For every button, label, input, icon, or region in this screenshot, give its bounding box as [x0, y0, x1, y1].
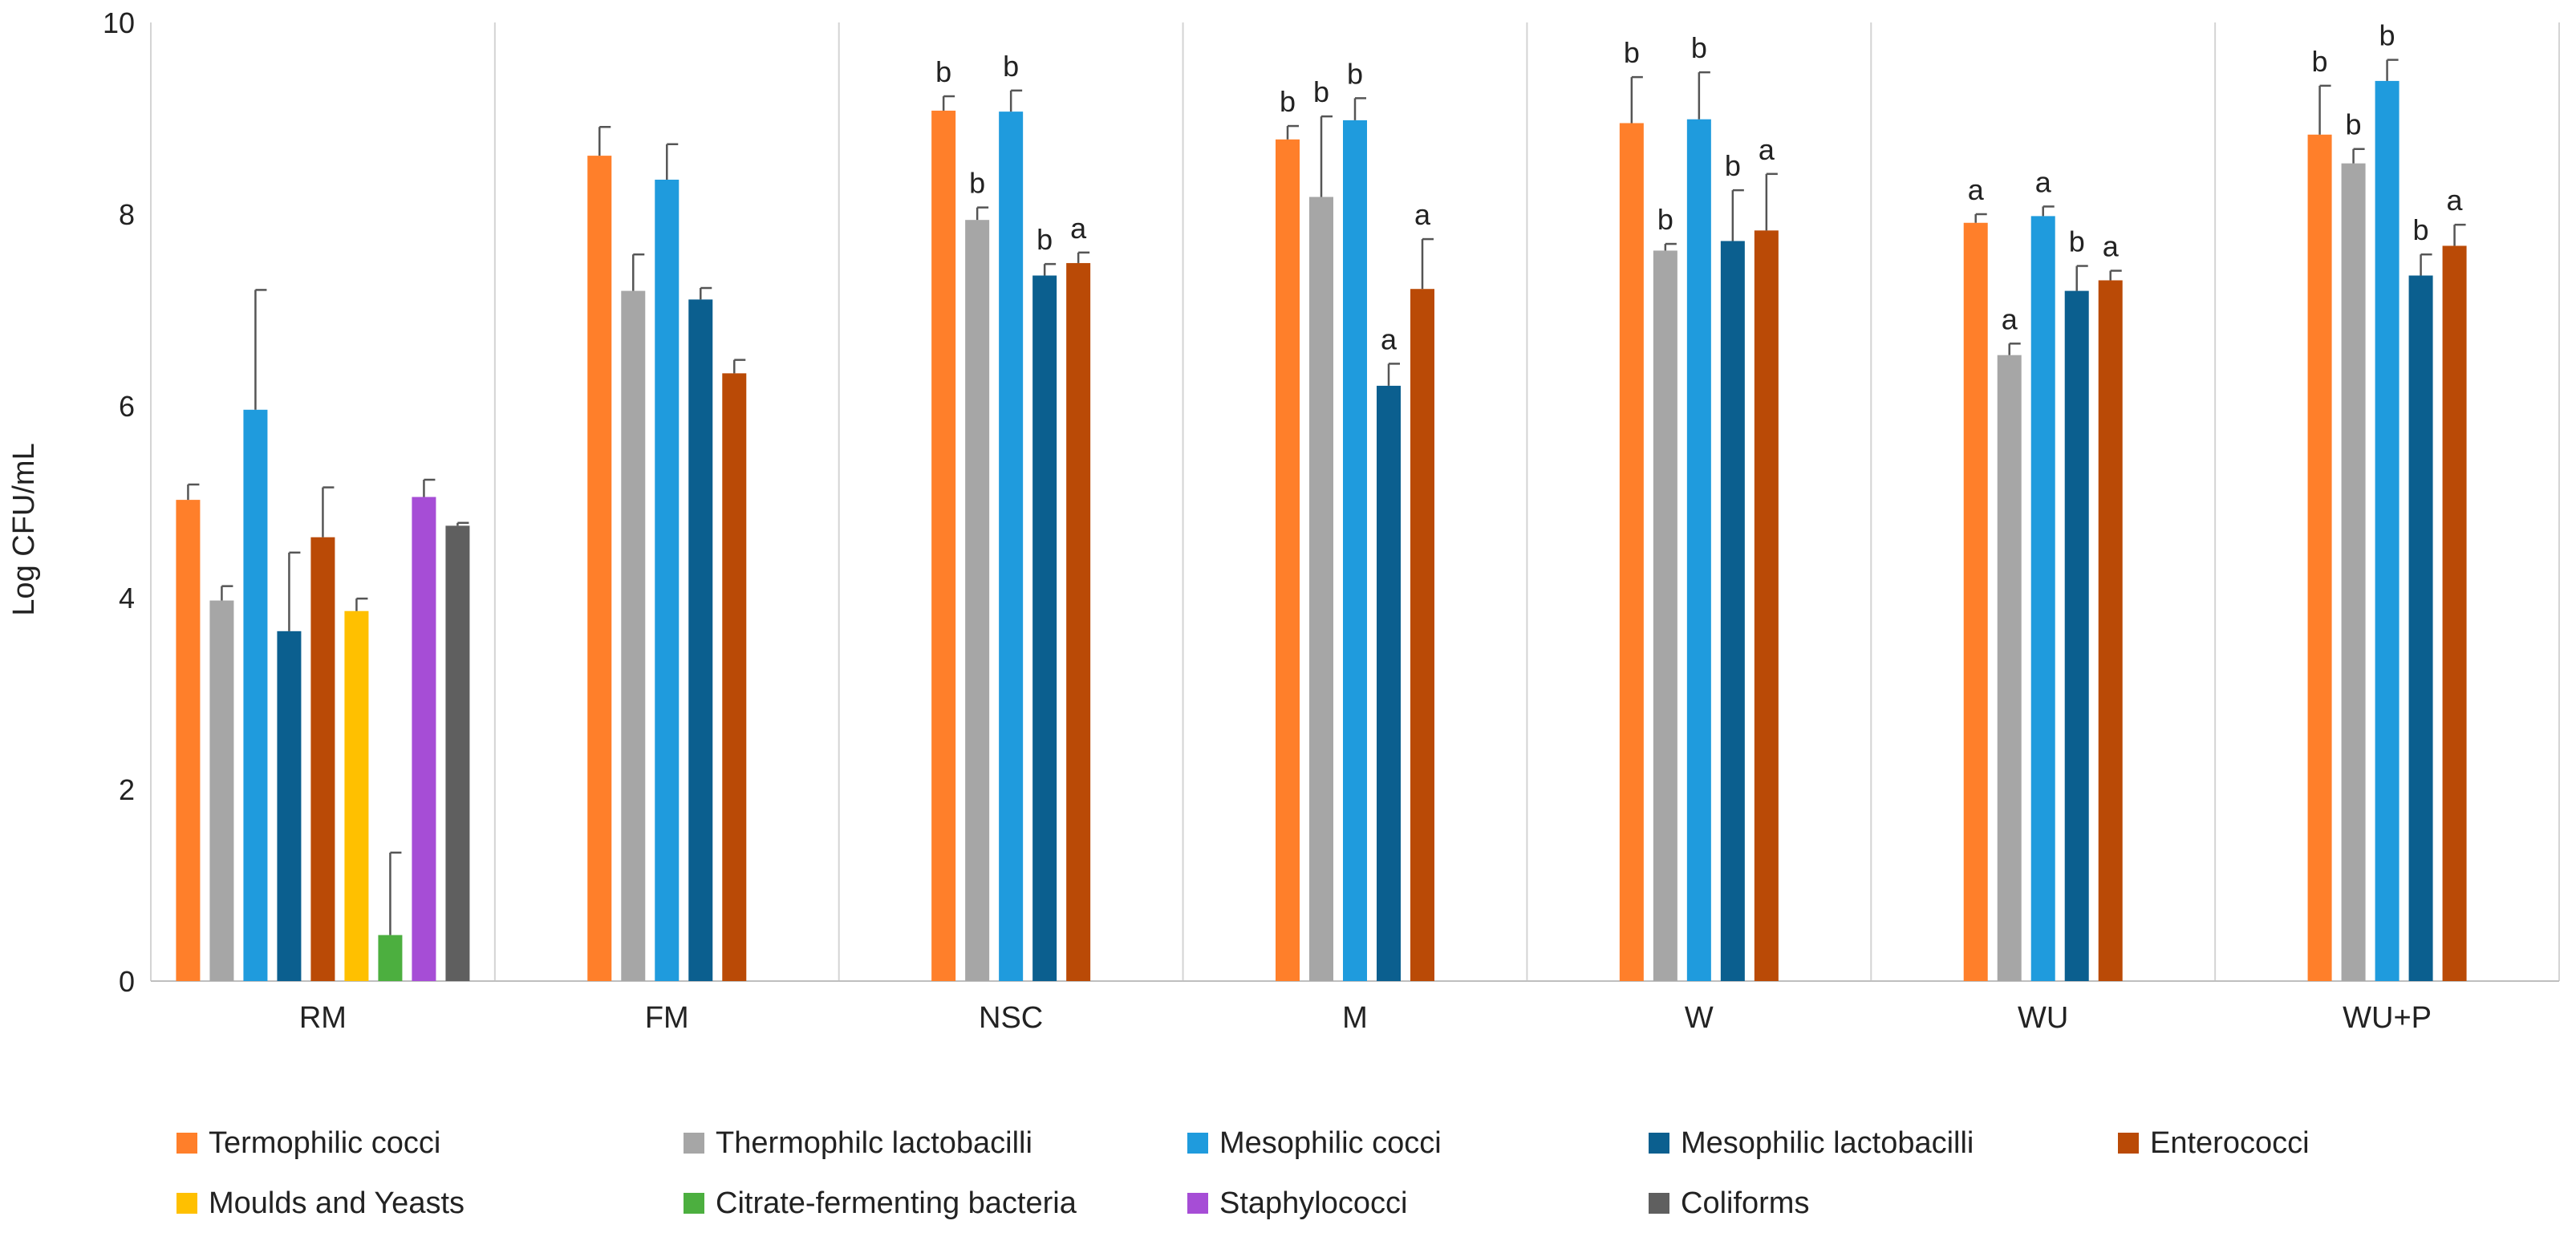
- y-axis-label: Log CFU/mL: [7, 443, 41, 615]
- bar: [2064, 290, 2089, 982]
- significance-label: b: [1280, 85, 1296, 118]
- significance-label: a: [2002, 302, 2018, 335]
- significance-label: b: [2346, 108, 2362, 141]
- bar: [277, 631, 302, 981]
- bar: [412, 497, 436, 981]
- y-tick-label: 8: [119, 198, 135, 231]
- x-tick-label: W: [1685, 1001, 1714, 1035]
- x-tick-label: NSC: [979, 1001, 1043, 1035]
- bar: [2307, 134, 2332, 982]
- y-tick-label: 2: [119, 773, 135, 806]
- bar: [587, 156, 612, 982]
- significance-label: b: [969, 167, 985, 200]
- significance-label: a: [1759, 133, 1775, 166]
- significance-label: a: [2447, 184, 2464, 217]
- bar: [1997, 355, 2022, 981]
- bar: [243, 409, 268, 981]
- bar: [1720, 241, 1745, 982]
- bar: [1276, 139, 1300, 981]
- x-tick-label: FM: [645, 1001, 689, 1035]
- bar: [1032, 275, 1057, 982]
- bar: [1066, 262, 1091, 981]
- significance-label: a: [2103, 230, 2120, 263]
- bar: [999, 112, 1024, 981]
- significance-label: b: [2312, 45, 2328, 78]
- y-tick-label: 6: [119, 390, 135, 423]
- bar: [1377, 385, 1401, 981]
- significance-label: b: [2379, 19, 2395, 52]
- x-tick-label: WU: [2018, 1001, 2068, 1035]
- significance-label: b: [1624, 36, 1640, 69]
- bar: [655, 179, 679, 982]
- y-tick-label: 10: [103, 6, 135, 39]
- bar: [1309, 197, 1333, 982]
- bar: [2098, 280, 2123, 982]
- bar: [1754, 230, 1779, 981]
- bar: [310, 537, 335, 981]
- bar: [2341, 163, 2366, 982]
- bar: [209, 600, 234, 981]
- bar: [965, 220, 990, 981]
- x-tick-label: RM: [299, 1001, 347, 1035]
- significance-label: b: [1036, 223, 1053, 256]
- bar: [2375, 80, 2400, 981]
- bar: [931, 110, 956, 982]
- significance-label: b: [2069, 225, 2085, 258]
- bar: [722, 373, 747, 981]
- significance-label: b: [1725, 149, 1741, 182]
- bar: [445, 525, 470, 981]
- bar: [1410, 289, 1434, 982]
- significance-label: b: [935, 55, 951, 88]
- significance-label: b: [1347, 57, 1363, 90]
- bar: [621, 290, 646, 982]
- significance-label: b: [1003, 50, 1019, 83]
- bar: [1619, 123, 1644, 982]
- bar: [176, 500, 201, 981]
- bar: [1653, 250, 1677, 981]
- bar: [2030, 216, 2055, 981]
- significance-label: b: [1313, 75, 1329, 108]
- significance-label: a: [1414, 198, 1431, 231]
- bar: [2442, 245, 2467, 981]
- bar: [344, 610, 369, 981]
- significance-label: a: [1968, 173, 1985, 206]
- bar: [2408, 275, 2433, 982]
- x-tick-label: WU+P: [2343, 1001, 2432, 1035]
- y-tick-label: 4: [119, 582, 135, 614]
- significance-label: a: [2035, 165, 2052, 198]
- bar: [688, 299, 713, 982]
- significance-label: a: [1070, 212, 1087, 245]
- significance-label: a: [1381, 322, 1398, 355]
- significance-label: b: [2413, 213, 2429, 246]
- significance-label: b: [1691, 31, 1707, 64]
- bar: [378, 935, 403, 981]
- x-tick-label: M: [1342, 1001, 1368, 1035]
- y-tick-label: 0: [119, 965, 135, 998]
- significance-label: b: [1657, 203, 1673, 236]
- bar: [1343, 120, 1367, 981]
- bar: [1963, 222, 1988, 981]
- bar: [1686, 119, 1711, 981]
